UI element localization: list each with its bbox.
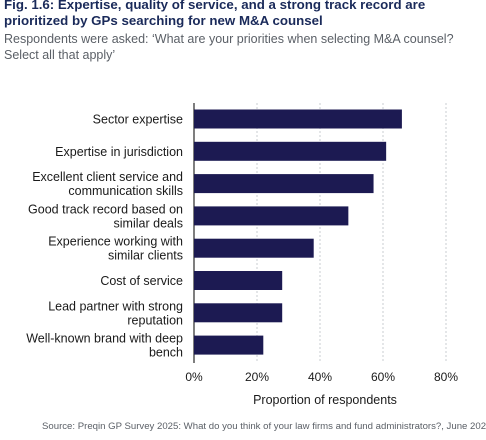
- bar: [194, 238, 314, 258]
- bar: [194, 141, 387, 161]
- source-note: Source: Preqin GP Survey 2025: What do y…: [42, 421, 486, 432]
- x-tick-label: 60%: [371, 370, 395, 384]
- chart-subtitle: Respondents were asked: ‘What are your p…: [4, 32, 454, 62]
- bar: [194, 109, 402, 129]
- bar: [194, 303, 283, 323]
- category-label: Expertise in jurisdiction: [55, 145, 183, 159]
- bars: [194, 109, 402, 355]
- x-tick-label: 20%: [245, 370, 269, 384]
- bar-chart: Sector expertise Expertise in jurisdictio…: [26, 103, 458, 407]
- chart-title: Fig. 1.6: Expertise, quality of service,…: [4, 0, 426, 28]
- category-label: Cost of service: [100, 274, 183, 288]
- x-axis-label: Proportion of respondents: [253, 393, 397, 407]
- bar: [194, 206, 349, 226]
- category-label: Experience working with similar clients: [48, 235, 183, 263]
- category-label: Lead partner with strong reputation: [48, 299, 183, 327]
- bar: [194, 174, 374, 194]
- x-tick-labels: 0% 20% 40% 60% 80%: [185, 370, 458, 384]
- x-tick-label: 80%: [434, 370, 458, 384]
- category-labels: Sector expertise Expertise in jurisdictio…: [26, 113, 183, 360]
- category-label: Sector expertise: [93, 113, 183, 127]
- category-label: Well-known brand with deep bench: [26, 332, 183, 360]
- category-label: Good track record based on similar deals: [28, 202, 183, 230]
- x-tick-label: 0%: [185, 370, 203, 384]
- category-label: Excellent client service and communicatio…: [32, 170, 183, 198]
- x-tick-label: 40%: [308, 370, 332, 384]
- bar: [194, 335, 264, 355]
- bar: [194, 271, 283, 290]
